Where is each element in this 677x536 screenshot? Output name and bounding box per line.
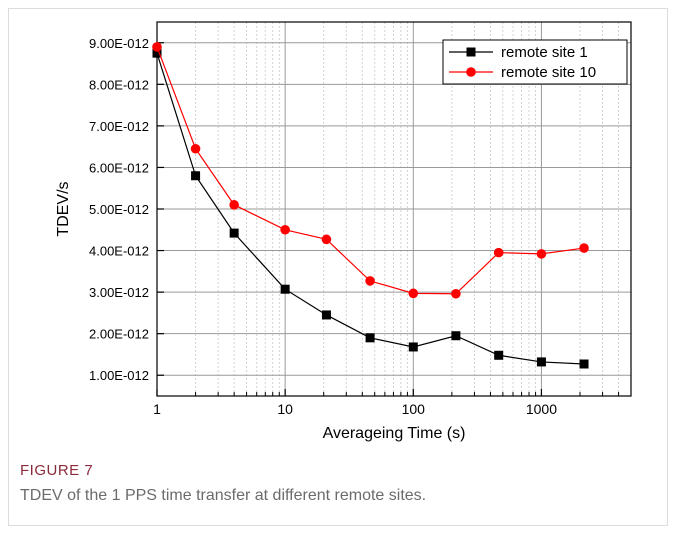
data-point-series-2 bbox=[280, 224, 290, 235]
data-point-series-1 bbox=[408, 342, 418, 352]
y-tick-label: 9.00E-012 bbox=[89, 36, 149, 51]
data-point-series-2 bbox=[321, 234, 332, 245]
data-point-series-2 bbox=[152, 42, 162, 52]
data-point-series-2 bbox=[493, 247, 504, 258]
data-point-series-1 bbox=[451, 331, 461, 341]
y-tick-label: 2.00E-012 bbox=[89, 327, 149, 342]
x-axis-title: Averageing Time (s) bbox=[323, 425, 466, 442]
data-point-series-2 bbox=[365, 276, 375, 286]
legend-label-2: remote site 10 bbox=[501, 64, 596, 81]
data-point-series-2 bbox=[408, 288, 419, 299]
legend-box bbox=[442, 39, 628, 85]
legend-marker-1 bbox=[466, 47, 476, 57]
data-point-series-1 bbox=[365, 333, 375, 343]
y-tick-label: 4.00E-012 bbox=[89, 244, 149, 259]
axes: 1 10 100 1000 1.00E-012 2.00E-012 3.00E-012 4.0… bbox=[55, 21, 632, 442]
data-point-series-1 bbox=[280, 284, 290, 294]
legend-marker-2 bbox=[466, 67, 476, 77]
y-axis-title: TDEV/s bbox=[55, 181, 72, 236]
figure-caption: TDEV of the 1 PPS time transfer at diffe… bbox=[20, 487, 427, 504]
legend: remote site 1 remote site 10 bbox=[442, 39, 628, 85]
data-point-series-1 bbox=[152, 48, 162, 58]
y-tick-label: 8.00E-012 bbox=[89, 77, 149, 92]
x-tick-label: 1000 bbox=[526, 401, 557, 417]
x-tick-label: 1 bbox=[153, 401, 161, 417]
x-tick-label: 10 bbox=[277, 401, 293, 417]
data-point-series-1 bbox=[321, 310, 331, 320]
data-point-series-1 bbox=[191, 171, 201, 181]
data-point-series-2 bbox=[536, 249, 547, 259]
data-point-series-2 bbox=[451, 288, 461, 299]
data-point-series-1 bbox=[494, 350, 504, 360]
x-tick-label: 100 bbox=[402, 401, 426, 417]
y-tick-label: 7.00E-012 bbox=[89, 119, 149, 134]
figure-label: FIGURE 7 bbox=[20, 462, 94, 479]
y-tick-label: 3.00E-012 bbox=[89, 285, 149, 300]
data-point-series-1 bbox=[536, 357, 546, 367]
y-tick-label: 1.00E-012 bbox=[89, 368, 149, 383]
data-point-series-2 bbox=[579, 243, 589, 253]
legend-label-1: remote site 1 bbox=[501, 44, 588, 61]
figure-card bbox=[8, 8, 668, 526]
data-point-series-1 bbox=[229, 228, 239, 238]
y-tick-label: 5.00E-012 bbox=[89, 202, 149, 217]
data-point-series-2 bbox=[190, 143, 201, 154]
data-point-series-2 bbox=[229, 200, 239, 210]
series bbox=[152, 42, 589, 369]
data-point-series-1 bbox=[579, 359, 589, 369]
y-tick-label: 6.00E-012 bbox=[89, 160, 149, 175]
